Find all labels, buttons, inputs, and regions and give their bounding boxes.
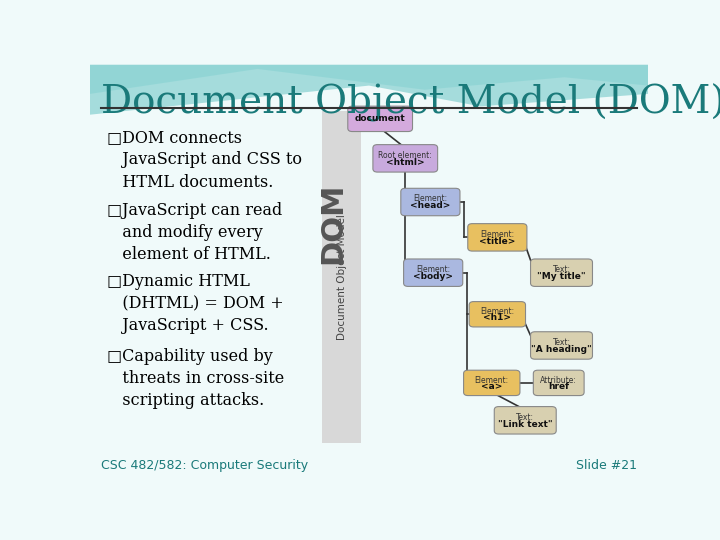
Text: href: href	[548, 382, 570, 391]
FancyBboxPatch shape	[531, 259, 593, 286]
Text: Document Object Model (DOM): Document Object Model (DOM)	[101, 84, 720, 122]
Text: <a>: <a>	[481, 382, 503, 391]
FancyBboxPatch shape	[348, 106, 413, 132]
Text: □DOM connects
   JavaScript and CSS to
   HTML documents.: □DOM connects JavaScript and CSS to HTML…	[107, 129, 302, 191]
Text: <title>: <title>	[479, 237, 516, 246]
Text: DOM: DOM	[318, 182, 347, 264]
FancyBboxPatch shape	[464, 370, 520, 396]
Polygon shape	[90, 65, 648, 114]
Text: Root element:: Root element:	[379, 151, 432, 160]
FancyBboxPatch shape	[531, 332, 593, 359]
Text: <head>: <head>	[410, 201, 451, 210]
Text: Element:: Element:	[480, 230, 514, 239]
FancyBboxPatch shape	[404, 259, 463, 286]
Text: "My title": "My title"	[537, 272, 586, 281]
FancyBboxPatch shape	[534, 370, 584, 396]
Text: □Dynamic HTML
   (DHTML) = DOM +
   JavaScript + CSS.: □Dynamic HTML (DHTML) = DOM + JavaScript…	[107, 273, 284, 334]
Text: Document Object Model: Document Object Model	[337, 214, 347, 340]
Text: <body>: <body>	[413, 272, 453, 281]
Text: Text:: Text:	[516, 413, 534, 422]
Text: Element:: Element:	[416, 265, 450, 274]
Text: CSC 482/582: Computer Security: CSC 482/582: Computer Security	[101, 460, 308, 472]
Text: Element:: Element:	[474, 376, 509, 384]
Text: <h1>: <h1>	[483, 313, 511, 322]
Text: Slide #21: Slide #21	[576, 460, 637, 472]
Text: Attribute:: Attribute:	[540, 376, 577, 384]
Text: Text:: Text:	[552, 265, 570, 274]
Text: □Capability used by
   threats in cross-site
   scripting attacks.: □Capability used by threats in cross-sit…	[107, 348, 284, 409]
Text: Element:: Element:	[413, 194, 447, 204]
Text: "Link text": "Link text"	[498, 420, 552, 429]
FancyBboxPatch shape	[494, 407, 557, 434]
Polygon shape	[90, 65, 648, 94]
Text: <html>: <html>	[386, 158, 425, 167]
Text: "A heading": "A heading"	[531, 345, 592, 354]
FancyBboxPatch shape	[322, 111, 361, 443]
FancyBboxPatch shape	[468, 224, 527, 251]
Text: document: document	[355, 114, 405, 123]
FancyBboxPatch shape	[469, 302, 526, 327]
Text: Text:: Text:	[552, 338, 570, 347]
Text: □JavaScript can read
   and modify every
   element of HTML.: □JavaScript can read and modify every el…	[107, 202, 282, 264]
Text: Element:: Element:	[480, 307, 514, 316]
FancyBboxPatch shape	[373, 145, 438, 172]
FancyBboxPatch shape	[401, 188, 460, 216]
